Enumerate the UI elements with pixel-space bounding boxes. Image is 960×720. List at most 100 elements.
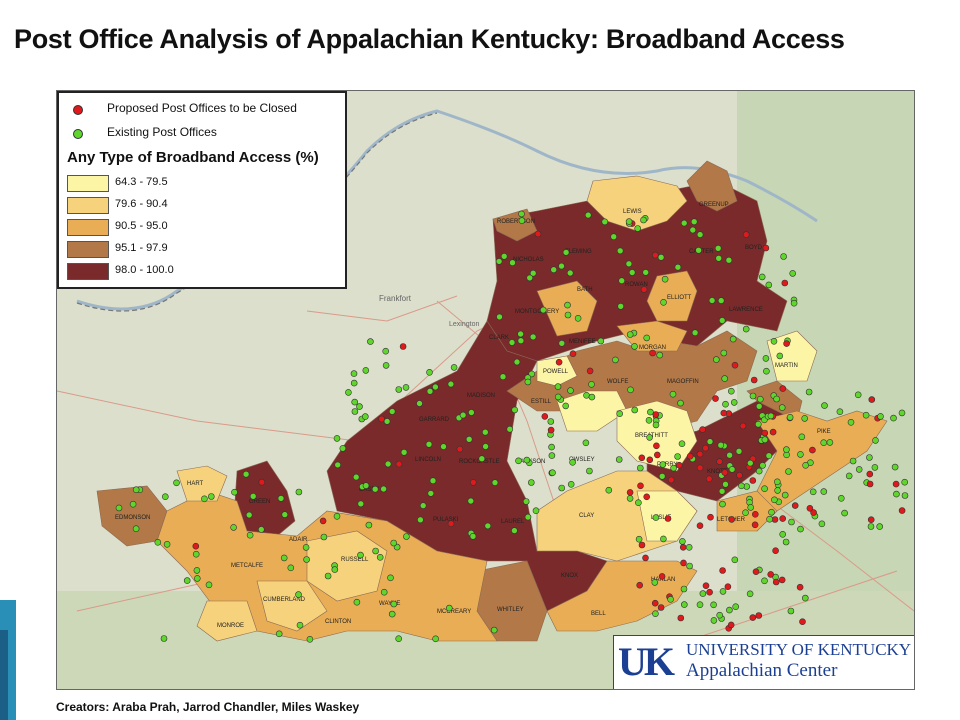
closed-post-office-marker: [657, 604, 665, 611]
map-legend: Proposed Post Offices to be Closed Exist…: [57, 91, 347, 289]
existing-post-office-marker: [785, 468, 792, 475]
existing-post-office-marker: [689, 226, 697, 234]
existing-post-office-marker: [508, 339, 516, 346]
existing-post-office-marker: [201, 495, 208, 503]
existing-post-office-marker: [749, 392, 757, 400]
existing-post-office-marker: [529, 333, 537, 341]
label-montgomery: MONTGOMERY: [515, 309, 559, 315]
existing-post-office-marker: [820, 439, 828, 447]
existing-post-office-marker: [426, 387, 434, 395]
existing-post-office-marker: [548, 452, 556, 459]
existing-post-office-marker: [615, 456, 623, 463]
existing-post-office-marker: [467, 497, 475, 505]
closed-post-office-marker: [696, 450, 704, 458]
label-boyd: BOYD: [745, 245, 763, 251]
existing-post-office-marker: [761, 577, 768, 585]
existing-post-office-marker: [584, 211, 592, 219]
existing-post-office-marker: [652, 514, 660, 521]
legend-swatch-0: [67, 175, 109, 192]
existing-post-office-marker: [699, 590, 707, 597]
existing-post-office-marker: [132, 525, 140, 533]
closed-post-office-marker: [586, 367, 594, 375]
existing-post-office-marker: [759, 462, 766, 469]
closed-post-office-marker: [752, 568, 760, 576]
closed-post-office-marker: [706, 588, 713, 596]
map-canvas: Frankfort Lexington: [57, 91, 914, 689]
legend-existing-label: Existing Post Offices: [107, 125, 217, 139]
existing-post-office-marker: [382, 362, 390, 369]
existing-post-office-marker: [765, 452, 773, 460]
closed-post-office-marker: [866, 470, 874, 478]
label-pulaski: PULASKI: [433, 517, 459, 523]
label-whitley: WHITLEY: [497, 607, 524, 613]
existing-post-office-marker: [303, 556, 310, 563]
closed-post-office-marker: [638, 541, 646, 549]
existing-post-office-marker: [742, 509, 749, 517]
label-robertson: ROBERTSON: [497, 219, 535, 225]
label-metcalfe: METCALFE: [231, 563, 263, 569]
existing-post-office-marker: [528, 370, 536, 378]
closed-post-office-marker: [707, 513, 714, 521]
existing-post-office-marker: [680, 219, 688, 227]
existing-post-office-marker: [717, 441, 725, 449]
existing-post-office-marker: [855, 466, 863, 473]
existing-post-office-marker: [789, 270, 797, 277]
existing-post-office-marker: [548, 443, 555, 451]
region-greenup: [686, 160, 738, 212]
closed-post-office-marker: [696, 522, 704, 530]
uk-appalachian-center-logo: UK UNIVERSITY OF KENTUCKY Appalachian Ce…: [613, 635, 914, 689]
label-knox: KNOX: [561, 573, 578, 579]
existing-post-office-marker: [747, 504, 755, 511]
existing-post-office-marker: [679, 538, 686, 545]
existing-post-office-marker: [517, 330, 524, 338]
existing-post-office-marker: [625, 218, 633, 225]
existing-post-office-marker: [173, 479, 180, 487]
creators-credit: Creators: Araba Prah, Jarrod Chandler, M…: [56, 700, 360, 714]
existing-post-office-marker: [678, 440, 686, 448]
existing-post-office-marker: [674, 263, 682, 271]
existing-post-office-marker: [445, 604, 453, 612]
closed-post-office-marker: [799, 618, 806, 626]
label-perry: PERRY: [657, 462, 678, 468]
existing-post-office-marker: [547, 418, 555, 425]
existing-post-office-marker: [333, 435, 341, 442]
label-russell: RUSSELL: [341, 557, 369, 563]
existing-post-office-marker: [459, 411, 467, 419]
existing-post-office-marker: [726, 606, 733, 614]
existing-post-office-marker: [183, 577, 191, 584]
existing-post-office-marker: [567, 480, 575, 488]
closed-post-office-marker: [640, 286, 648, 293]
legend-closed-label: Proposed Post Offices to be Closed: [107, 101, 297, 115]
existing-post-office-marker: [400, 448, 408, 456]
legend-class-label-0: 64.3 - 79.5: [115, 176, 168, 188]
label-lincoln: LINCOLN: [415, 457, 441, 463]
existing-post-office-marker: [353, 598, 361, 606]
label-knott: KNOTT: [707, 469, 728, 475]
existing-post-office-marker: [640, 216, 647, 224]
closed-post-office-marker: [675, 461, 683, 469]
existing-post-office-marker: [893, 490, 900, 498]
closed-post-office-marker: [686, 452, 694, 460]
existing-post-office-marker: [387, 574, 394, 582]
closed-post-office-marker: [649, 349, 656, 357]
existing-post-office-marker: [779, 530, 787, 538]
existing-post-office-marker: [767, 412, 775, 420]
existing-post-office-marker: [659, 461, 667, 468]
region-lewis: [586, 175, 688, 232]
existing-post-office-marker: [756, 395, 764, 403]
label-clark: CLARK: [489, 335, 509, 341]
closed-post-office-marker: [898, 507, 906, 514]
existing-post-office-marker: [511, 406, 519, 414]
existing-post-office-marker: [440, 443, 447, 450]
existing-post-office-marker: [836, 408, 844, 416]
closed-post-office-marker: [769, 428, 777, 436]
existing-post-office-marker: [357, 500, 365, 508]
label-harlan: HARLAN: [651, 577, 675, 583]
closed-post-office-marker: [547, 426, 555, 434]
existing-post-office-marker: [805, 388, 813, 396]
existing-post-office-marker: [367, 338, 374, 345]
existing-post-office-marker: [696, 231, 704, 238]
closed-post-office-marker: [806, 504, 814, 512]
existing-post-office-marker: [390, 600, 398, 608]
closed-post-office-marker: [664, 515, 672, 522]
